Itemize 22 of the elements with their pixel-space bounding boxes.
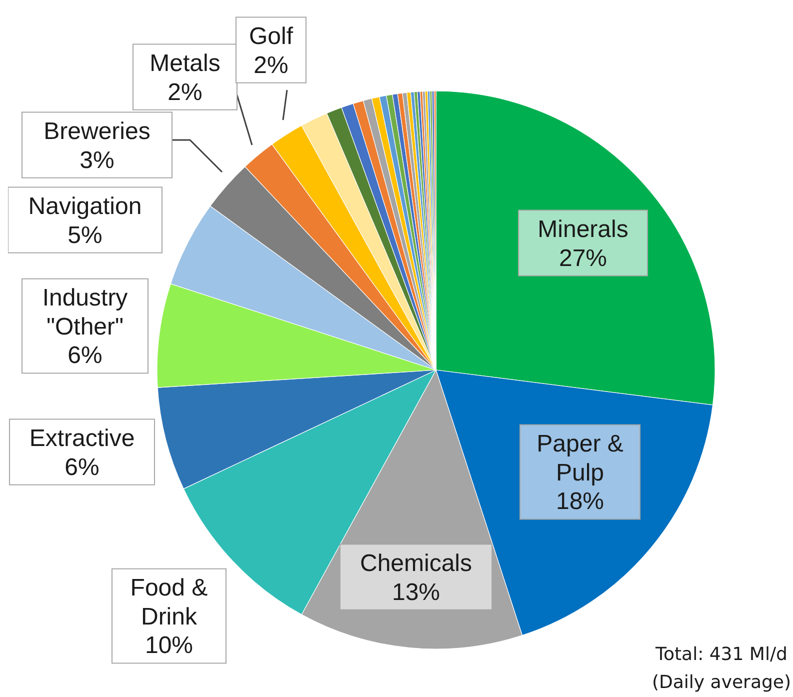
- data-label: 18%: [556, 488, 604, 516]
- slice-label: Food & Drink: [130, 574, 208, 630]
- slice-label: Navigation: [28, 193, 142, 220]
- data-label: 2%: [168, 78, 202, 106]
- slice-label: Extractive: [29, 425, 135, 452]
- slice-label: Metals: [150, 50, 220, 77]
- data-label: 13%: [392, 578, 440, 606]
- slice-label: Golf: [248, 23, 294, 50]
- data-label: 6%: [64, 454, 100, 481]
- data-label: 27%: [558, 244, 608, 272]
- text: Total: 431 Ml/d: [654, 643, 788, 667]
- data-label: 5%: [68, 222, 102, 249]
- data-label: 10%: [144, 632, 194, 660]
- slice-label: Minerals: [538, 216, 628, 243]
- slice-label: Breweries: [44, 118, 150, 145]
- data-label: 3%: [80, 146, 114, 174]
- data-label: 2%: [254, 52, 288, 79]
- slice-label: Paper & Pulp: [536, 430, 624, 486]
- data-label: 6%: [68, 342, 102, 370]
- text: (Daily average): [652, 671, 791, 695]
- slice-label: Chemicals: [360, 550, 472, 577]
- slice-label: Industry "Other": [42, 284, 128, 340]
